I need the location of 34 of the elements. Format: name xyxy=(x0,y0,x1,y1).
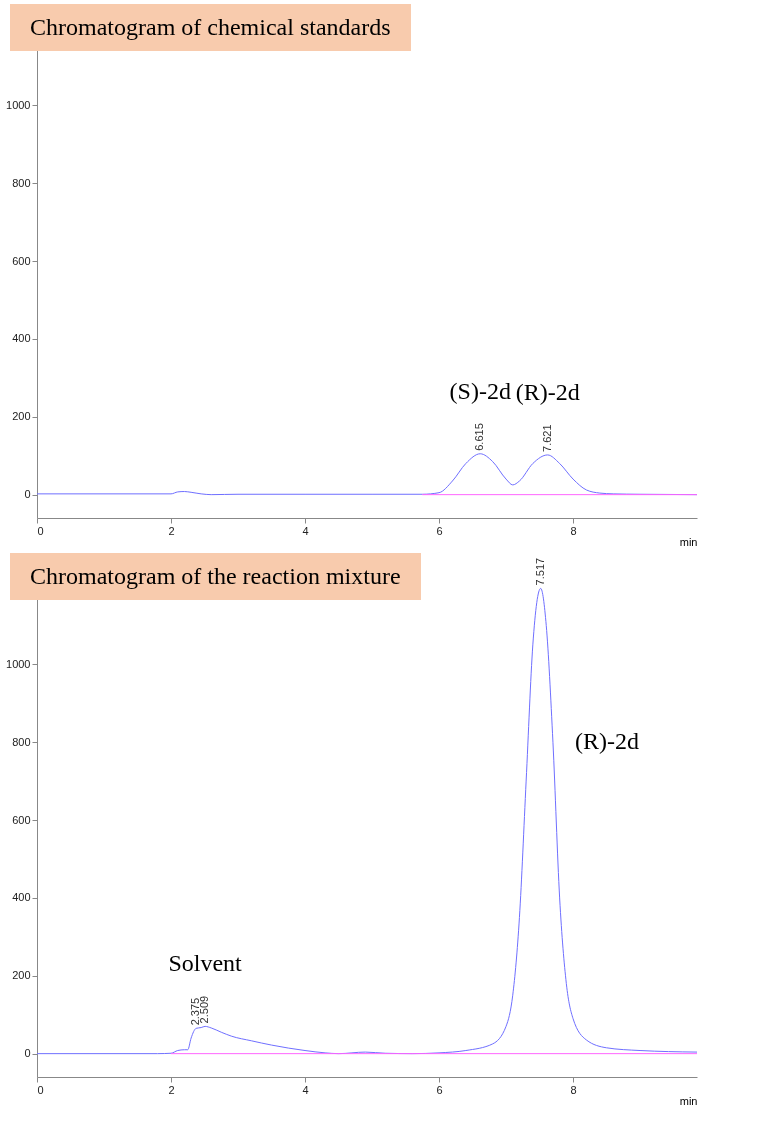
x-tick-label: 2 xyxy=(168,524,175,537)
x-axis-title: min xyxy=(679,535,698,548)
chart-title: Chromatogram of the reaction mixture xyxy=(10,553,421,600)
y-tick-label: 0 xyxy=(24,488,31,501)
y-tick-label: 1000 xyxy=(6,657,31,670)
annotation: 6.615 xyxy=(473,423,486,451)
y-tick-label: 200 xyxy=(12,969,31,982)
x-tick-label: 4 xyxy=(302,1083,309,1096)
y-tick-label: 800 xyxy=(12,176,31,189)
annotation: (R)-2d xyxy=(574,728,639,755)
line-series xyxy=(36,587,698,1055)
y-tick-label: 200 xyxy=(12,410,31,423)
annotation: 7.517 xyxy=(533,557,546,586)
chart-title: Chromatogram of chemical standards xyxy=(10,4,411,51)
y-tick-label: 400 xyxy=(12,332,31,345)
y-tick-label: 600 xyxy=(12,254,31,267)
annotation: (R)-2d xyxy=(515,378,580,405)
y-tick-label: 400 xyxy=(12,891,31,904)
y-tick-label: 800 xyxy=(12,735,31,748)
x-tick-label: 0 xyxy=(37,1083,44,1096)
annotation: Solvent xyxy=(168,950,243,977)
x-tick-label: 6 xyxy=(436,524,443,537)
x-axis-title: min xyxy=(679,1094,698,1107)
annotation: (S)-2d xyxy=(449,377,511,404)
y-tick-label: 600 xyxy=(12,813,31,826)
x-tick-label: 8 xyxy=(570,524,577,537)
y-tick-label: 0 xyxy=(24,1047,31,1060)
x-tick-label: 0 xyxy=(37,524,44,537)
x-tick-label: 4 xyxy=(302,524,309,537)
y-tick-label: 1000 xyxy=(6,98,31,111)
x-tick-label: 6 xyxy=(436,1083,443,1096)
x-tick-label: 8 xyxy=(570,1083,577,1096)
x-tick-label: 2 xyxy=(168,1083,175,1096)
annotation: 7.621 xyxy=(540,424,553,452)
